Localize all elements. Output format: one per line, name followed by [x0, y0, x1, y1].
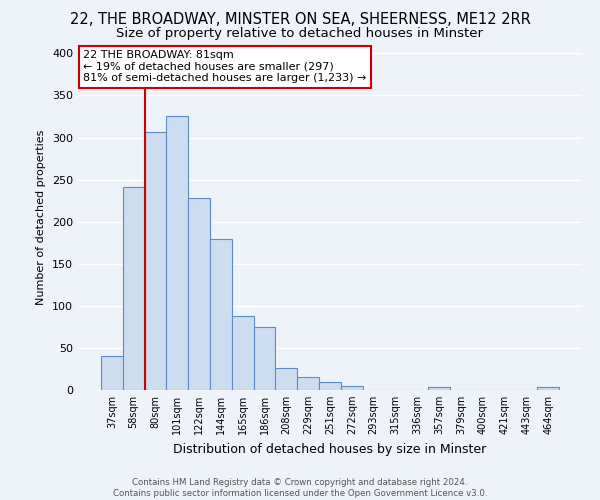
Text: Size of property relative to detached houses in Minster: Size of property relative to detached ho…	[116, 28, 484, 40]
Bar	[101, 356, 123, 390]
Y-axis label: Number of detached properties: Number of detached properties	[37, 130, 46, 305]
Bar	[166, 116, 188, 390]
Bar	[254, 327, 275, 390]
Bar	[232, 316, 254, 390]
Text: 22 THE BROADWAY: 81sqm
← 19% of detached houses are smaller (297)
81% of semi-de: 22 THE BROADWAY: 81sqm ← 19% of detached…	[83, 50, 367, 84]
X-axis label: Distribution of detached houses by size in Minster: Distribution of detached houses by size …	[173, 442, 487, 456]
Bar	[537, 388, 559, 390]
Bar	[341, 386, 363, 390]
Bar	[188, 198, 210, 390]
Bar	[319, 382, 341, 390]
Text: Contains HM Land Registry data © Crown copyright and database right 2024.
Contai: Contains HM Land Registry data © Crown c…	[113, 478, 487, 498]
Text: 22, THE BROADWAY, MINSTER ON SEA, SHEERNESS, ME12 2RR: 22, THE BROADWAY, MINSTER ON SEA, SHEERN…	[70, 12, 530, 28]
Bar	[297, 378, 319, 390]
Bar	[275, 368, 297, 390]
Bar	[145, 132, 166, 390]
Bar	[210, 238, 232, 390]
Bar	[123, 187, 145, 390]
Bar	[428, 386, 450, 390]
